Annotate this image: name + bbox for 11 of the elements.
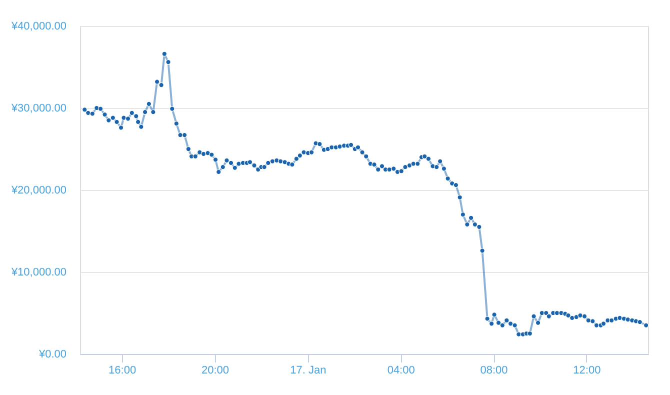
y-tick-label: ¥0.00 xyxy=(38,348,66,360)
y-tick-label: ¥20,000.00 xyxy=(10,184,66,196)
y-tick-label: ¥40,000.00 xyxy=(10,20,66,32)
x-tick-label: 08:00 xyxy=(480,364,508,376)
x-tick-label: 16:00 xyxy=(108,364,136,376)
y-tick-label: ¥10,000.00 xyxy=(10,266,66,278)
y-tick-label: ¥30,000.00 xyxy=(10,102,66,114)
x-tick-label: 20:00 xyxy=(201,364,230,376)
x-tick-label: 04:00 xyxy=(387,364,415,376)
x-tick-label: 12:00 xyxy=(573,364,601,376)
x-tick-label: 17. Jan xyxy=(290,364,326,376)
